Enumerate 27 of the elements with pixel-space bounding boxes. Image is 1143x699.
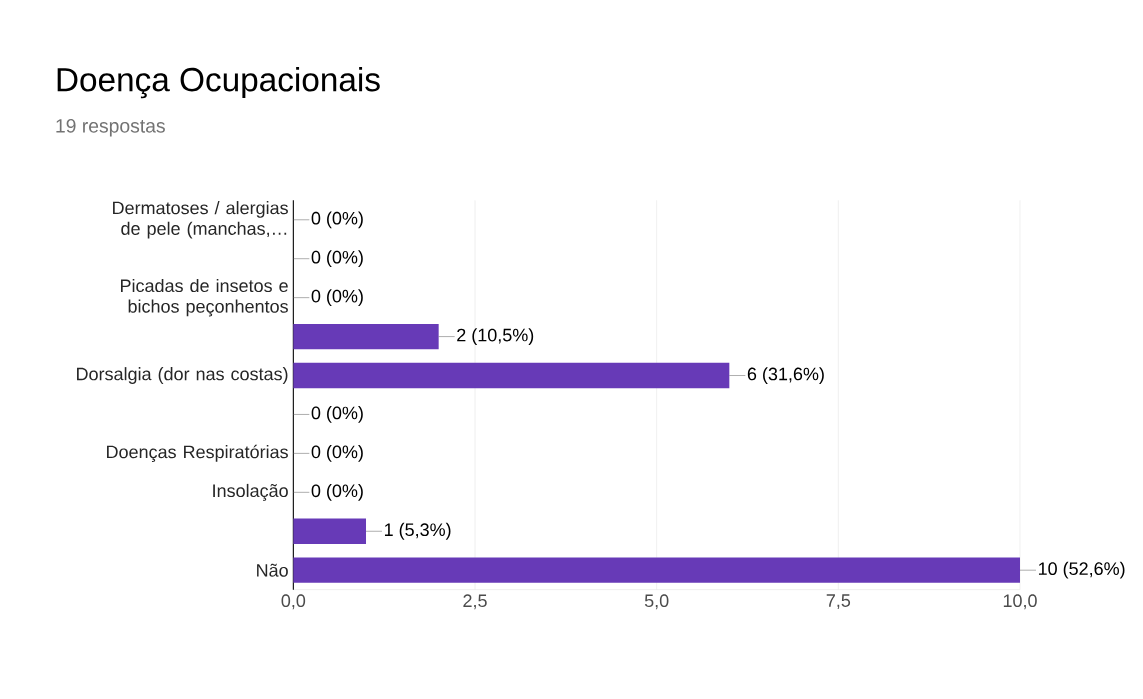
bar bbox=[293, 557, 1020, 583]
data-label: 0 (0%) bbox=[311, 289, 363, 307]
y-tick-label: Dermatoses / alergias de pele (manchas,… bbox=[113, 201, 288, 239]
data-label: 1 (5,3%) bbox=[384, 522, 451, 540]
data-label: 0 (0%) bbox=[311, 250, 363, 268]
y-tick-label: Não bbox=[257, 563, 288, 577]
data-label: 0 (0%) bbox=[311, 211, 363, 229]
text: 19 respostas bbox=[56, 118, 165, 137]
y-tick-label: Dorsalgia (dor nas costas) bbox=[77, 367, 288, 384]
x-tick-label: 10,0 bbox=[1003, 594, 1037, 610]
chart-title: Doença Ocupacionais bbox=[57, 66, 380, 99]
x-tick-label: 2,5 bbox=[463, 594, 487, 610]
bar bbox=[293, 362, 730, 389]
x-tick-label: 7,5 bbox=[826, 594, 851, 610]
data-label: 0 (0%) bbox=[311, 445, 363, 462]
y-tick-label: Picadas de insetos e bichos peçonhentos bbox=[121, 278, 288, 317]
data-label: 0 (0%) bbox=[311, 483, 363, 501]
y-tick-label: Doenças Respiratórias bbox=[107, 444, 288, 462]
bar bbox=[293, 518, 367, 544]
bar bbox=[293, 323, 439, 350]
data-label: 10 (52,6%) bbox=[1038, 561, 1125, 579]
x-tick-label: 0,0 bbox=[281, 594, 306, 610]
data-label: 2 (10,5%) bbox=[457, 328, 534, 345]
data-label: 6 (31,6%) bbox=[747, 367, 824, 384]
data-label: 0 (0%) bbox=[311, 406, 363, 423]
x-tick-label: 5,0 bbox=[644, 594, 669, 610]
y-tick-label: Insolação bbox=[213, 483, 288, 501]
